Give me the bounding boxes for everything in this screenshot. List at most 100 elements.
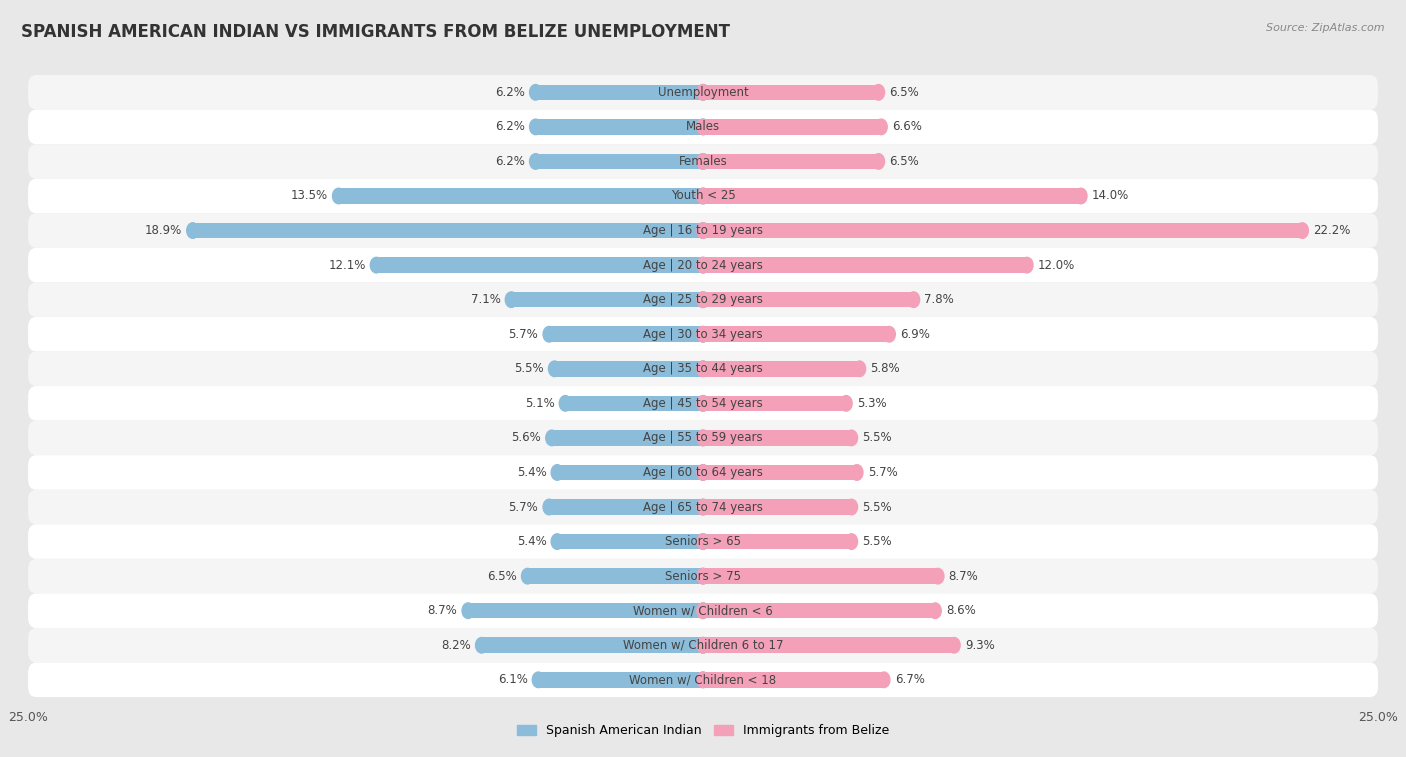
- Text: 14.0%: 14.0%: [1091, 189, 1129, 202]
- Circle shape: [697, 85, 709, 100]
- FancyBboxPatch shape: [28, 179, 1378, 213]
- Text: Youth < 25: Youth < 25: [671, 189, 735, 202]
- Circle shape: [839, 396, 852, 411]
- Text: 6.5%: 6.5%: [486, 570, 517, 583]
- FancyBboxPatch shape: [28, 144, 1378, 179]
- FancyBboxPatch shape: [28, 559, 1378, 593]
- FancyBboxPatch shape: [28, 662, 1378, 697]
- Circle shape: [875, 119, 887, 135]
- Circle shape: [851, 465, 863, 480]
- FancyBboxPatch shape: [28, 593, 1378, 628]
- Circle shape: [853, 361, 866, 376]
- Bar: [536, 119, 703, 135]
- Bar: [703, 154, 879, 170]
- Text: 5.7%: 5.7%: [868, 466, 897, 479]
- Text: 5.4%: 5.4%: [516, 535, 547, 548]
- Circle shape: [543, 326, 555, 342]
- Bar: [703, 534, 852, 550]
- Bar: [557, 534, 703, 550]
- Text: 6.5%: 6.5%: [889, 155, 920, 168]
- Circle shape: [551, 465, 564, 480]
- Bar: [703, 119, 882, 135]
- Bar: [703, 396, 846, 411]
- Circle shape: [697, 154, 709, 170]
- Text: 5.3%: 5.3%: [856, 397, 887, 410]
- Circle shape: [697, 396, 709, 411]
- Circle shape: [697, 292, 709, 307]
- Text: 18.9%: 18.9%: [145, 224, 181, 237]
- Text: Age | 35 to 44 years: Age | 35 to 44 years: [643, 363, 763, 375]
- Circle shape: [697, 500, 709, 515]
- Text: 5.5%: 5.5%: [862, 500, 891, 513]
- Text: 6.7%: 6.7%: [894, 673, 925, 687]
- Bar: [565, 396, 703, 411]
- Bar: [551, 430, 703, 446]
- Text: Age | 60 to 64 years: Age | 60 to 64 years: [643, 466, 763, 479]
- FancyBboxPatch shape: [28, 525, 1378, 559]
- FancyBboxPatch shape: [28, 628, 1378, 662]
- FancyBboxPatch shape: [28, 213, 1378, 248]
- Text: Females: Females: [679, 155, 727, 168]
- Circle shape: [697, 154, 709, 170]
- Bar: [703, 637, 955, 653]
- FancyBboxPatch shape: [28, 351, 1378, 386]
- Circle shape: [533, 672, 544, 687]
- Circle shape: [697, 119, 709, 135]
- Text: 5.5%: 5.5%: [862, 431, 891, 444]
- Circle shape: [522, 569, 534, 584]
- FancyBboxPatch shape: [28, 248, 1378, 282]
- FancyBboxPatch shape: [28, 421, 1378, 455]
- FancyBboxPatch shape: [28, 490, 1378, 525]
- Circle shape: [530, 85, 541, 100]
- Text: 6.5%: 6.5%: [889, 86, 920, 99]
- Circle shape: [697, 430, 709, 446]
- Text: 6.2%: 6.2%: [495, 120, 524, 133]
- Circle shape: [883, 326, 896, 342]
- Text: Women w/ Children < 6: Women w/ Children < 6: [633, 604, 773, 617]
- Text: 8.6%: 8.6%: [946, 604, 976, 617]
- Circle shape: [845, 534, 858, 550]
- Text: 7.8%: 7.8%: [924, 293, 955, 306]
- Bar: [703, 257, 1026, 273]
- Text: 7.1%: 7.1%: [471, 293, 501, 306]
- Circle shape: [697, 85, 709, 100]
- Text: 5.6%: 5.6%: [512, 431, 541, 444]
- Bar: [703, 569, 938, 584]
- Circle shape: [475, 637, 488, 653]
- Text: 5.4%: 5.4%: [516, 466, 547, 479]
- Bar: [512, 292, 703, 307]
- Circle shape: [697, 361, 709, 376]
- Circle shape: [697, 637, 709, 653]
- Circle shape: [697, 396, 709, 411]
- Circle shape: [697, 257, 709, 273]
- Circle shape: [370, 257, 382, 273]
- Circle shape: [697, 672, 709, 687]
- Text: SPANISH AMERICAN INDIAN VS IMMIGRANTS FROM BELIZE UNEMPLOYMENT: SPANISH AMERICAN INDIAN VS IMMIGRANTS FR…: [21, 23, 730, 41]
- Text: 6.1%: 6.1%: [498, 673, 527, 687]
- Bar: [703, 361, 859, 376]
- Text: 12.0%: 12.0%: [1038, 259, 1076, 272]
- Circle shape: [697, 326, 709, 342]
- Bar: [703, 500, 852, 515]
- Circle shape: [697, 223, 709, 238]
- Text: 6.9%: 6.9%: [900, 328, 929, 341]
- Circle shape: [505, 292, 517, 307]
- Text: Source: ZipAtlas.com: Source: ZipAtlas.com: [1267, 23, 1385, 33]
- Circle shape: [1296, 223, 1309, 238]
- Circle shape: [697, 430, 709, 446]
- Circle shape: [877, 672, 890, 687]
- Bar: [482, 637, 703, 653]
- Circle shape: [697, 223, 709, 238]
- FancyBboxPatch shape: [28, 386, 1378, 421]
- Text: Age | 55 to 59 years: Age | 55 to 59 years: [643, 431, 763, 444]
- Text: 5.7%: 5.7%: [509, 328, 538, 341]
- Text: 8.2%: 8.2%: [441, 639, 471, 652]
- Circle shape: [463, 603, 474, 618]
- FancyBboxPatch shape: [28, 282, 1378, 317]
- Bar: [377, 257, 703, 273]
- Bar: [703, 85, 879, 100]
- Circle shape: [697, 603, 709, 618]
- Bar: [536, 154, 703, 170]
- Bar: [536, 85, 703, 100]
- FancyBboxPatch shape: [28, 455, 1378, 490]
